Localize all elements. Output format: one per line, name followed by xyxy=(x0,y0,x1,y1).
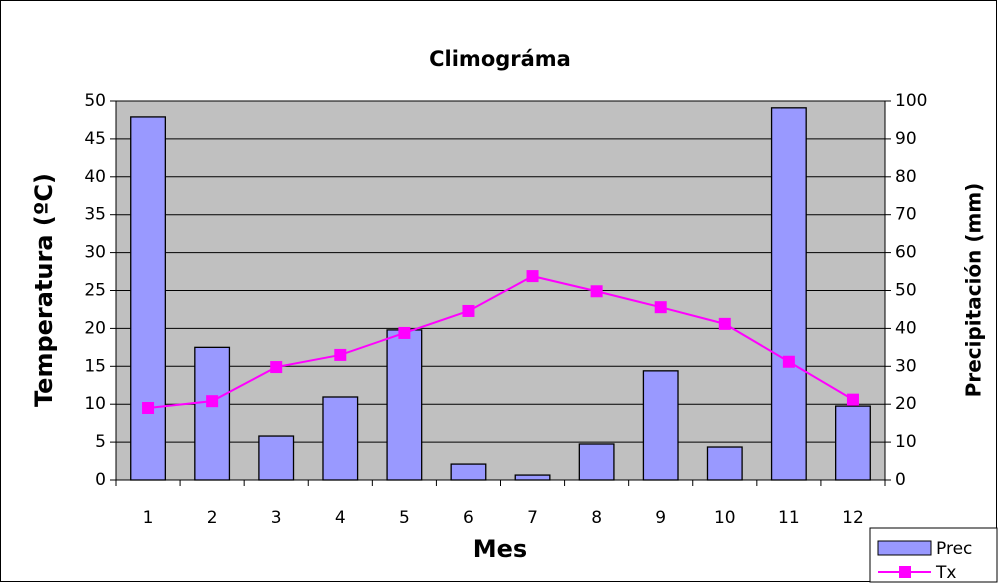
marker xyxy=(846,393,859,406)
legend-label: Tx xyxy=(935,563,956,583)
y2-tick-label: 70 xyxy=(895,205,917,225)
legend-marker xyxy=(899,566,911,578)
y2-tick-label: 10 xyxy=(895,432,917,452)
marker xyxy=(718,317,731,330)
y2-tick-label: 90 xyxy=(895,129,917,149)
y-tick-label: 40 xyxy=(84,167,106,187)
bar xyxy=(130,116,166,481)
marker xyxy=(782,355,795,368)
x-tick-label: 3 xyxy=(271,508,282,528)
y-axis-label: Temperatura (ºC) xyxy=(30,173,58,407)
marker xyxy=(398,326,411,339)
legend-swatch xyxy=(877,540,932,556)
y-tick-label: 25 xyxy=(84,281,106,301)
marker xyxy=(142,401,155,414)
y-tick-label: 30 xyxy=(84,243,106,263)
x-tick-label: 1 xyxy=(143,508,154,528)
marker xyxy=(334,348,347,361)
bar xyxy=(194,346,231,481)
y2-tick-label: 40 xyxy=(895,318,917,338)
y-tick-label: 10 xyxy=(84,394,106,414)
y-tick-label: 20 xyxy=(84,318,106,338)
x-tick-label: 12 xyxy=(842,508,864,528)
bar xyxy=(258,435,295,481)
y-tick-label: 35 xyxy=(84,205,106,225)
bar xyxy=(642,370,679,481)
line xyxy=(147,275,854,409)
y2-axis-label: Precipitación (mm) xyxy=(962,183,986,398)
bar xyxy=(386,329,423,481)
x-tick-label: 11 xyxy=(778,508,800,528)
legend-label: Prec xyxy=(936,539,972,559)
x-tick-label: 6 xyxy=(463,508,474,528)
x-tick-label: 4 xyxy=(335,508,346,528)
bar xyxy=(770,107,807,481)
y-tick-label: 5 xyxy=(95,432,106,452)
bar xyxy=(450,463,487,481)
y2-tick-label: 100 xyxy=(895,91,927,111)
marker xyxy=(590,285,603,298)
y-tick-label: 45 xyxy=(84,129,106,149)
bar xyxy=(514,474,551,481)
y2-tick-label: 30 xyxy=(895,356,917,376)
marker xyxy=(206,395,219,408)
y2-tick-label: 0 xyxy=(895,470,906,490)
marker xyxy=(462,304,475,317)
y-tick-label: 15 xyxy=(84,356,106,376)
y-tick-label: 0 xyxy=(95,470,106,490)
y2-tick-label: 80 xyxy=(895,167,917,187)
bar xyxy=(706,446,743,481)
y2-tick-label: 50 xyxy=(895,281,917,301)
x-tick-label: 10 xyxy=(714,508,736,528)
x-tick-label: 9 xyxy=(655,508,666,528)
bar xyxy=(835,405,871,481)
bar xyxy=(578,443,615,481)
x-tick-label: 7 xyxy=(527,508,538,528)
chart-title: Climográma xyxy=(429,47,571,71)
marker xyxy=(270,361,283,374)
x-tick-label: 2 xyxy=(207,508,218,528)
y2-tick-label: 20 xyxy=(895,394,917,414)
y2-tick-label: 60 xyxy=(895,243,917,263)
x-tick-label: 8 xyxy=(591,508,602,528)
marker xyxy=(526,270,539,283)
x-tick-label: 5 xyxy=(399,508,410,528)
x-axis-label: Mes xyxy=(473,535,527,563)
marker xyxy=(654,301,667,314)
bar xyxy=(322,396,359,481)
y-tick-label: 50 xyxy=(84,91,106,111)
